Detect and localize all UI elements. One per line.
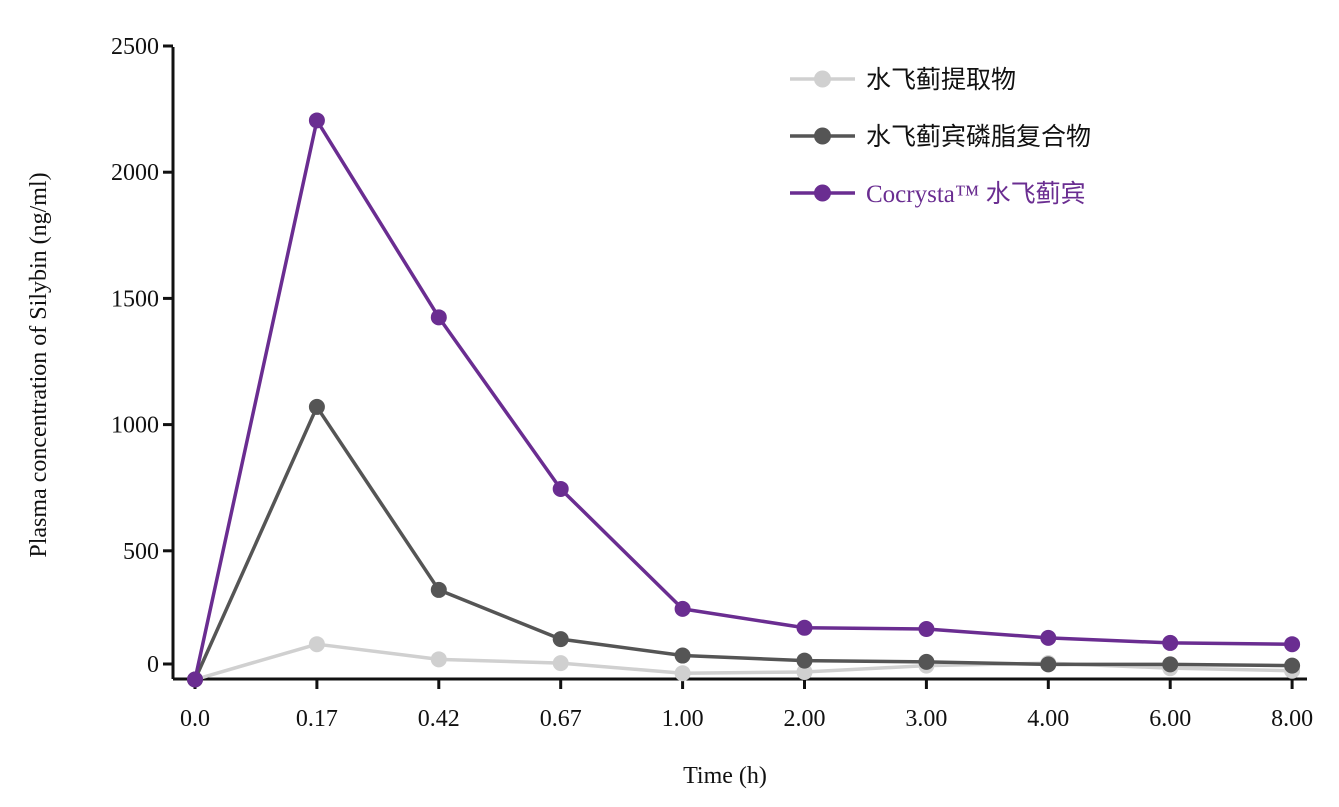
series-2 (187, 398, 1301, 688)
data-point (1284, 636, 1301, 653)
series-layer (187, 112, 1301, 688)
y-tick-label: 1500 (111, 286, 159, 312)
x-tick-label: 1.00 (662, 706, 704, 732)
data-point (674, 665, 691, 682)
data-point (1040, 656, 1057, 673)
legend-label: 水飞蓟提取物 (866, 66, 1016, 94)
y-tick-label: 2000 (111, 160, 159, 186)
legend-label: Cocrysta™ 水飞蓟宾 (866, 180, 1086, 208)
y-tick-label: 0 (147, 652, 159, 678)
data-point (308, 112, 325, 129)
y-tick-label: 500 (123, 539, 159, 565)
x-tick-label: 0.67 (540, 706, 582, 732)
data-point (552, 480, 569, 497)
legend-item-1: 水飞蓟提取物 (790, 66, 1016, 94)
series-3 (187, 112, 1301, 688)
x-axis-title: Time (h) (683, 763, 767, 789)
x-tick-label: 0.17 (296, 706, 338, 732)
data-point (796, 652, 813, 669)
data-point (308, 398, 325, 415)
x-tick-label: 3.00 (905, 706, 947, 732)
data-point (430, 651, 447, 668)
legend-marker (814, 184, 831, 202)
axes: 0 500 1000 1500 2000 2500 0.0 0.17 0.42 0.67 1.00 2… (111, 34, 1313, 732)
series-line (193, 405, 1293, 681)
legend-item-2: 水飞蓟宾磷脂复合物 (790, 123, 1091, 151)
data-point (187, 671, 203, 688)
data-point (918, 653, 935, 670)
data-point (796, 663, 813, 680)
y-axis-title: Plasma concentration of Silybin (ng/ml) (26, 172, 52, 557)
data-point (552, 631, 569, 648)
data-point (674, 600, 691, 617)
data-point (1162, 634, 1179, 651)
legend-marker (814, 127, 831, 145)
data-point (552, 655, 569, 672)
data-point (430, 581, 447, 598)
data-point (1040, 629, 1057, 646)
data-point (674, 647, 691, 664)
x-tick-label: 6.00 (1149, 706, 1191, 732)
data-point (308, 636, 325, 653)
x-tick-label: 2.00 (784, 706, 826, 732)
x-tick-label: 8.00 (1271, 706, 1313, 732)
legend-marker (814, 70, 831, 88)
legend-label: 水飞蓟宾磷脂复合物 (866, 123, 1091, 151)
x-tick-label: 0.0 (180, 706, 210, 732)
x-tick-label: 4.00 (1027, 706, 1069, 732)
data-point (430, 309, 447, 326)
data-point (1162, 656, 1179, 673)
series-line (193, 118, 1293, 680)
x-tick-label: 0.42 (418, 706, 460, 732)
y-tick-label: 2500 (111, 34, 159, 60)
legend-item-3: Cocrysta™ 水飞蓟宾 (790, 180, 1086, 208)
data-point (918, 621, 935, 638)
y-tick-label: 1000 (111, 413, 159, 439)
series-line (194, 642, 1293, 682)
data-point (1284, 657, 1301, 674)
data-point (796, 619, 813, 636)
